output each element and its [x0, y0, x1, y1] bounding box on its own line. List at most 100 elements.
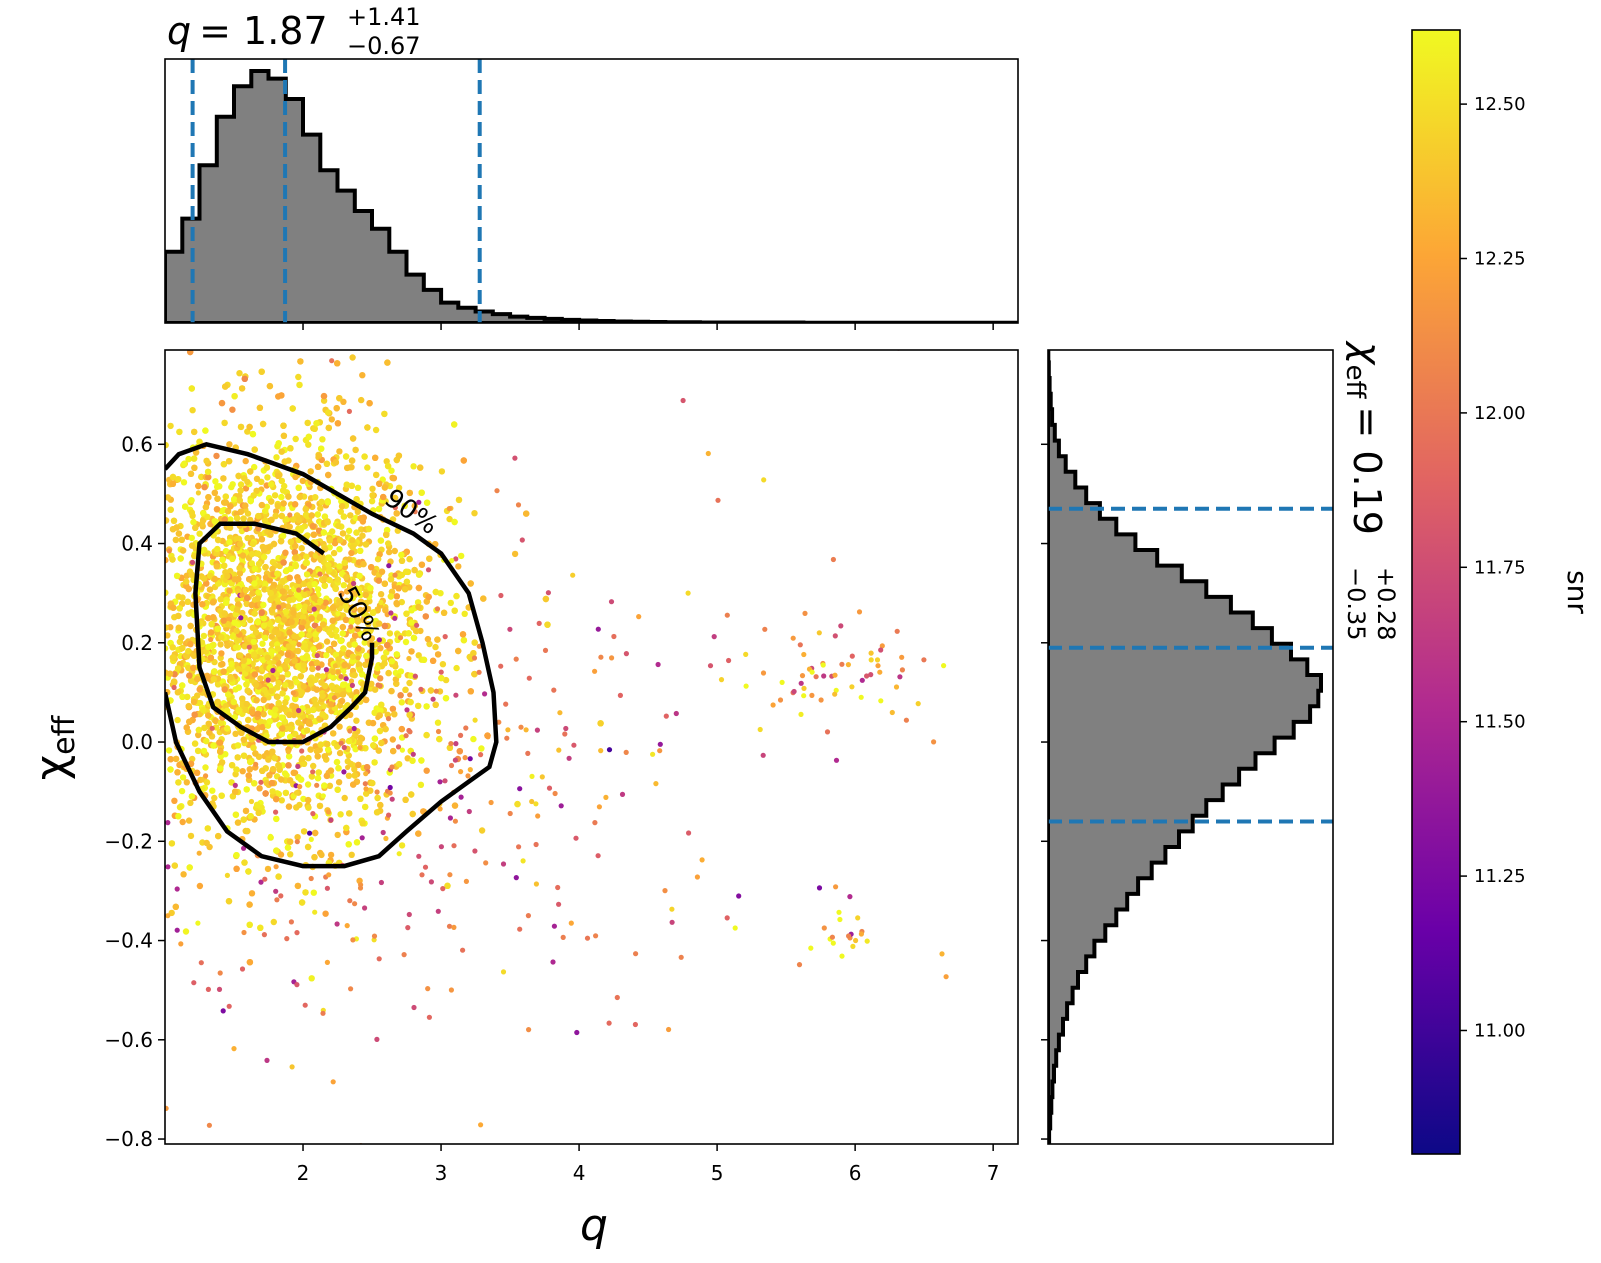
- scatter-point: [196, 850, 202, 856]
- scatter-point: [302, 889, 309, 896]
- scatter-point: [165, 632, 171, 639]
- scatter-point: [395, 585, 402, 592]
- scatter-point: [230, 698, 237, 706]
- scatter-point: [353, 496, 360, 503]
- scatter-point: [179, 644, 186, 652]
- scatter-point: [206, 729, 213, 736]
- scatter-point: [380, 829, 386, 836]
- scatter-point: [332, 585, 339, 592]
- scatter-point: [205, 675, 213, 682]
- scatter-point: [232, 811, 240, 818]
- scatter-point: [341, 744, 347, 751]
- scatter-point: [285, 643, 292, 650]
- scatter-point: [239, 768, 246, 775]
- scatter-point: [377, 591, 385, 598]
- scatter-point: [360, 560, 367, 568]
- scatter-point: [463, 878, 469, 885]
- scatter-point: [279, 532, 287, 540]
- scatter-point: [282, 699, 289, 706]
- scatter-point: [342, 453, 350, 460]
- scatter-point: [316, 715, 323, 722]
- scatter-point: [847, 894, 853, 900]
- contour-50-percent: [193, 521, 375, 745]
- scatter-point: [188, 571, 195, 578]
- scatter-point: [390, 747, 397, 755]
- scatter-point: [356, 572, 363, 580]
- scatter-point: [458, 794, 464, 800]
- scatter-point: [257, 648, 264, 655]
- scatter-point: [258, 536, 266, 543]
- scatter-point: [470, 735, 477, 743]
- scatter-point: [214, 625, 222, 632]
- scatter-point: [302, 506, 309, 513]
- scatter-point: [224, 872, 230, 879]
- scatter-point: [261, 586, 268, 593]
- y-tick-label: −0.8: [104, 1127, 153, 1151]
- scatter-point: [199, 517, 207, 524]
- scatter-point: [516, 844, 522, 850]
- scatter-point: [275, 699, 282, 707]
- q-title-value: = 1.87: [199, 9, 328, 53]
- scatter-point: [220, 617, 227, 624]
- scatter-point: [371, 933, 378, 939]
- scatter-point: [185, 610, 192, 617]
- scatter-point: [237, 487, 244, 494]
- scatter-point: [446, 744, 454, 751]
- scatter-point: [471, 655, 478, 661]
- scatter-point: [326, 629, 333, 636]
- scatter-point: [821, 925, 827, 931]
- scatter-point: [440, 886, 446, 892]
- scatter-point: [330, 730, 337, 737]
- scatter-point: [391, 547, 398, 555]
- scatter-point: [480, 595, 487, 602]
- scatter-point: [225, 898, 233, 905]
- scatter-point: [377, 675, 384, 682]
- scatter-point: [247, 497, 254, 505]
- scatter-point: [829, 934, 836, 940]
- scatter-point: [401, 502, 408, 509]
- scatter-point: [229, 633, 237, 640]
- scatter-point: [229, 555, 236, 562]
- scatter-point: [266, 620, 273, 628]
- scatter-point: [415, 584, 423, 592]
- scatter-point: [425, 986, 431, 992]
- scatter-point: [302, 511, 310, 518]
- scatter-point: [228, 660, 235, 668]
- scatter-point: [196, 438, 203, 445]
- scatter-point: [259, 767, 266, 774]
- scatter-point: [198, 473, 205, 481]
- scatter-point: [365, 620, 372, 628]
- scatter-point: [442, 634, 448, 640]
- chi-eff-title-value: = 0.19: [1345, 406, 1389, 535]
- scatter-point: [915, 701, 921, 707]
- scatter-point: [371, 759, 378, 766]
- scatter-point: [362, 803, 369, 811]
- scatter-point: [355, 761, 362, 769]
- scatter-point: [205, 643, 212, 651]
- scatter-point: [349, 618, 355, 624]
- scatter-point: [526, 675, 532, 681]
- scatter-point: [165, 589, 169, 596]
- scatter-point: [191, 552, 198, 560]
- scatter-point: [364, 464, 371, 471]
- scatter-point: [293, 790, 300, 796]
- scatter-point: [797, 642, 803, 648]
- scatter-point: [357, 734, 364, 741]
- scatter-point: [724, 915, 730, 921]
- scatter-point: [478, 827, 486, 834]
- scatter-point: [174, 689, 181, 696]
- scatter-point: [398, 842, 406, 849]
- scatter-point: [388, 467, 395, 474]
- scatter-point: [233, 627, 240, 634]
- scatter-point: [650, 751, 656, 757]
- scatter-point: [228, 483, 235, 491]
- scatter-point: [275, 762, 282, 769]
- scatter-point: [414, 599, 422, 606]
- scatter-point: [409, 810, 416, 818]
- scatter-point: [196, 882, 204, 890]
- scatter-point: [248, 560, 255, 567]
- scatter-point: [458, 552, 465, 560]
- scatter-point: [297, 784, 303, 790]
- scatter-point: [351, 772, 358, 779]
- main-plot-frame: [164, 349, 1019, 1145]
